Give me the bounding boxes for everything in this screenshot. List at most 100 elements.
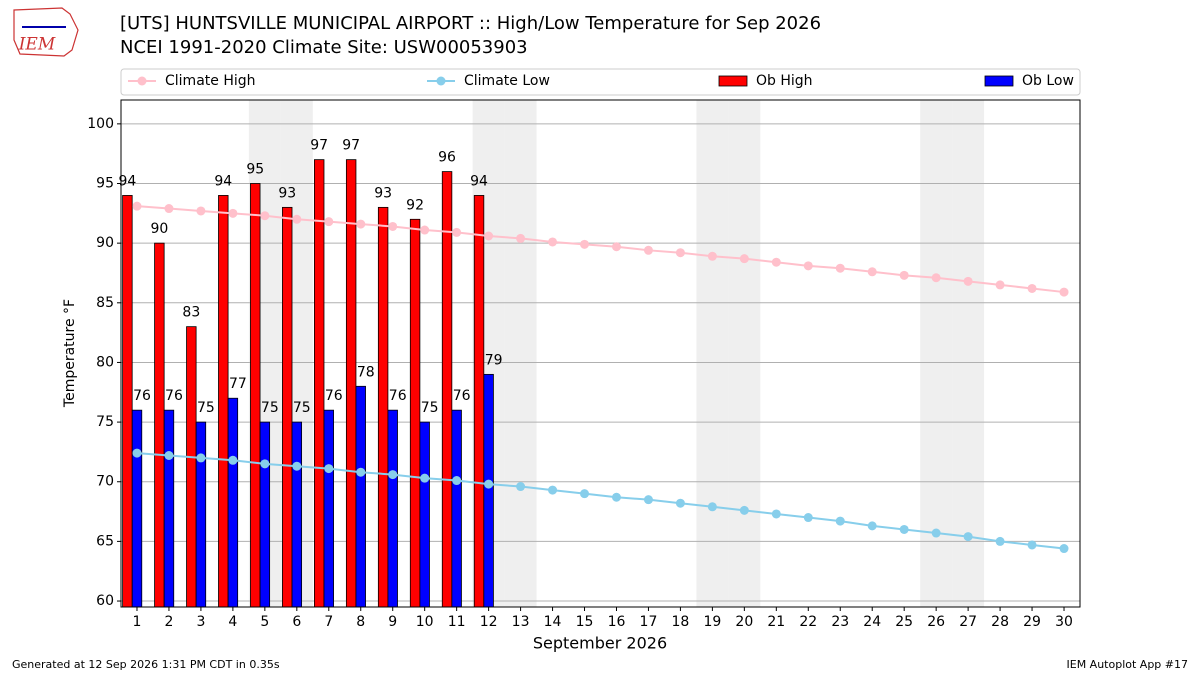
legend-swatch bbox=[718, 75, 748, 87]
x-tick-label: 17 bbox=[640, 614, 658, 630]
bar bbox=[163, 409, 175, 608]
marker bbox=[867, 267, 877, 277]
bar bbox=[387, 409, 398, 608]
bar bbox=[218, 195, 229, 608]
bar bbox=[483, 373, 494, 608]
bar bbox=[313, 159, 325, 608]
plot-frame bbox=[120, 99, 1081, 608]
marker bbox=[484, 479, 494, 489]
data-label: 96 bbox=[438, 150, 456, 166]
marker bbox=[771, 509, 781, 519]
x-tick-label: 1 bbox=[133, 614, 142, 630]
data-label: 75 bbox=[197, 400, 215, 416]
bar bbox=[250, 183, 261, 608]
x-tick-label: 16 bbox=[608, 614, 626, 630]
data-label: 78 bbox=[357, 364, 375, 380]
x-tick-label: 4 bbox=[228, 614, 237, 630]
data-label: 95 bbox=[246, 162, 264, 178]
x-tick-label: 3 bbox=[196, 614, 205, 630]
x-tick-label: 9 bbox=[388, 614, 397, 630]
bar bbox=[227, 397, 239, 608]
bar bbox=[345, 159, 357, 608]
x-tick-label: 24 bbox=[863, 614, 881, 630]
y-tick-label: 95 bbox=[96, 176, 114, 192]
x-tick-label: 29 bbox=[1023, 614, 1041, 630]
marker bbox=[643, 245, 653, 255]
y-tick-label: 80 bbox=[96, 354, 114, 370]
marker bbox=[548, 485, 558, 495]
data-label: 97 bbox=[310, 138, 328, 154]
logo-outline bbox=[13, 7, 79, 57]
marker bbox=[963, 276, 973, 286]
marker bbox=[739, 254, 749, 264]
data-label: 76 bbox=[325, 388, 343, 404]
x-tick-label: 23 bbox=[831, 614, 849, 630]
x-tick-label: 21 bbox=[767, 614, 785, 630]
weekend-shade bbox=[728, 100, 761, 607]
x-tick-label: 6 bbox=[292, 614, 301, 630]
marker bbox=[771, 257, 781, 267]
data-label: 94 bbox=[214, 173, 232, 189]
bar bbox=[419, 421, 430, 608]
bar bbox=[473, 195, 485, 608]
bar bbox=[122, 195, 133, 608]
bar bbox=[282, 206, 293, 608]
data-label: 79 bbox=[485, 352, 503, 368]
x-tick-label: 2 bbox=[164, 614, 173, 630]
marker bbox=[611, 242, 621, 252]
data-label: 83 bbox=[182, 305, 200, 321]
footer-left: Generated at 12 Sep 2026 1:31 PM CDT in … bbox=[12, 658, 280, 671]
marker bbox=[484, 231, 494, 241]
y-tick-label: 85 bbox=[96, 295, 114, 311]
y-tick-label: 60 bbox=[96, 593, 114, 609]
bar bbox=[409, 218, 421, 608]
y-tick-label: 90 bbox=[96, 235, 114, 251]
x-tick-label: 28 bbox=[991, 614, 1009, 630]
marker bbox=[675, 498, 685, 508]
data-label: 90 bbox=[150, 221, 168, 237]
footer-right: IEM Autoplot App #17 bbox=[1067, 658, 1189, 671]
marker bbox=[611, 492, 621, 502]
data-label: 76 bbox=[389, 388, 407, 404]
marker bbox=[931, 528, 941, 538]
data-label: 76 bbox=[133, 388, 151, 404]
data-label: 77 bbox=[229, 376, 247, 392]
x-tick-label: 7 bbox=[324, 614, 333, 630]
x-tick-label: 20 bbox=[735, 614, 753, 630]
x-tick-label: 11 bbox=[448, 614, 466, 630]
marker bbox=[548, 237, 558, 247]
data-label: 92 bbox=[406, 197, 424, 213]
marker bbox=[516, 482, 526, 492]
x-tick-label: 18 bbox=[672, 614, 690, 630]
legend-label: Climate High bbox=[165, 73, 256, 89]
bar bbox=[441, 171, 453, 608]
weekend-shade bbox=[952, 100, 985, 607]
marker bbox=[931, 273, 941, 283]
marker bbox=[899, 524, 909, 534]
x-tick-label: 8 bbox=[356, 614, 365, 630]
line bbox=[136, 205, 1065, 294]
x-tick-label: 26 bbox=[927, 614, 945, 630]
marker bbox=[803, 513, 813, 523]
x-tick-label: 27 bbox=[959, 614, 977, 630]
marker bbox=[835, 263, 845, 273]
y-tick-label: 100 bbox=[87, 116, 114, 132]
marker bbox=[899, 270, 909, 280]
marker bbox=[388, 470, 398, 480]
marker bbox=[1027, 540, 1037, 550]
marker bbox=[452, 227, 462, 237]
marker bbox=[196, 206, 206, 216]
marker bbox=[580, 239, 590, 249]
data-label: 93 bbox=[278, 185, 296, 201]
line bbox=[136, 452, 1065, 550]
marker bbox=[580, 489, 590, 499]
marker bbox=[1059, 544, 1069, 554]
marker bbox=[356, 219, 366, 229]
data-label: 76 bbox=[165, 388, 183, 404]
y-axis-label: Temperature °F bbox=[62, 299, 78, 408]
marker bbox=[388, 221, 398, 231]
marker bbox=[324, 217, 334, 227]
logo-text: IEM bbox=[18, 35, 56, 55]
y-tick-label: 75 bbox=[96, 414, 114, 430]
